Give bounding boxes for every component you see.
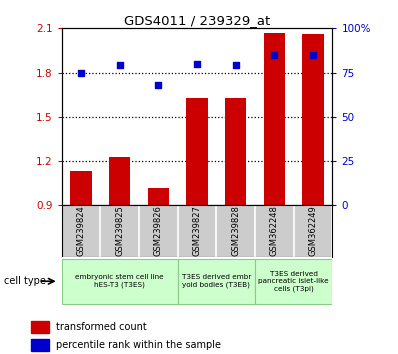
Text: GSM239825: GSM239825 xyxy=(115,206,124,256)
Bar xyxy=(148,188,169,205)
Text: GSM239826: GSM239826 xyxy=(154,206,163,256)
Text: embryonic stem cell line
hES-T3 (T3ES): embryonic stem cell line hES-T3 (T3ES) xyxy=(75,274,164,289)
Title: GDS4011 / 239329_at: GDS4011 / 239329_at xyxy=(124,14,270,27)
Text: GSM239824: GSM239824 xyxy=(76,206,86,256)
Text: percentile rank within the sample: percentile rank within the sample xyxy=(56,340,221,350)
Point xyxy=(310,52,316,58)
Text: transformed count: transformed count xyxy=(56,322,146,332)
Text: GSM239827: GSM239827 xyxy=(193,206,201,256)
Point xyxy=(271,52,277,58)
Point xyxy=(194,61,200,67)
Bar xyxy=(225,98,246,205)
Bar xyxy=(178,259,255,304)
Bar xyxy=(109,156,130,205)
Bar xyxy=(255,259,332,304)
Bar xyxy=(264,33,285,205)
Text: cell type: cell type xyxy=(4,276,46,286)
Bar xyxy=(70,171,92,205)
Bar xyxy=(31,321,49,333)
Point xyxy=(232,63,239,68)
Text: T3ES derived
pancreatic islet-like
cells (T3pi): T3ES derived pancreatic islet-like cells… xyxy=(258,271,329,292)
Bar xyxy=(302,34,324,205)
Text: T3ES derived embr
yoid bodies (T3EB): T3ES derived embr yoid bodies (T3EB) xyxy=(181,274,251,289)
Text: GSM239828: GSM239828 xyxy=(231,206,240,256)
Text: GSM362249: GSM362249 xyxy=(308,206,318,256)
Text: GSM362248: GSM362248 xyxy=(270,206,279,256)
Bar xyxy=(186,98,208,205)
Bar xyxy=(62,259,178,304)
Point xyxy=(78,70,84,75)
Point xyxy=(155,82,162,88)
Bar xyxy=(31,339,49,351)
Point xyxy=(117,63,123,68)
